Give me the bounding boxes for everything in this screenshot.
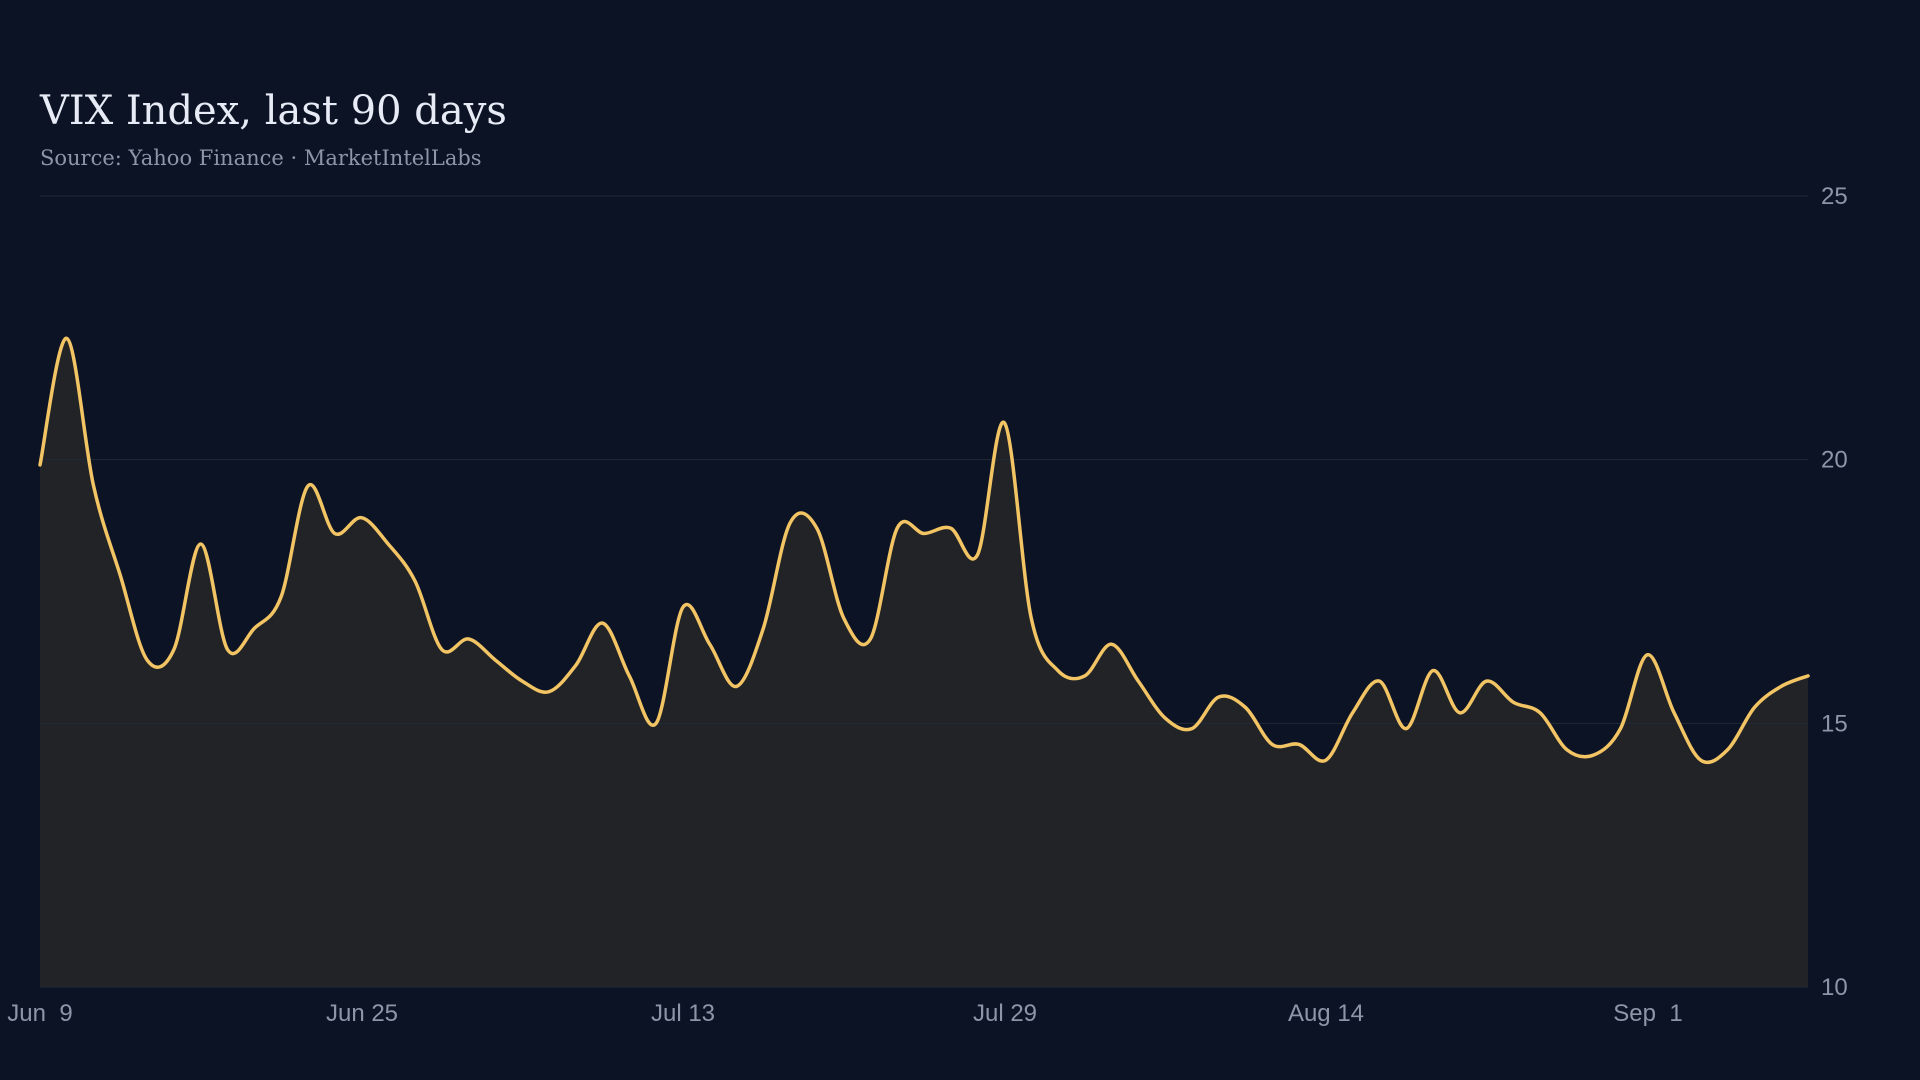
y-tick-label-10: 10 <box>1821 974 1848 1001</box>
x-tick-label-2: Jul 13 <box>651 1000 715 1027</box>
chart-subtitle: Source: Yahoo Finance · MarketIntelLabs <box>40 146 482 170</box>
x-tick-label-1: Jun 25 <box>326 1000 398 1027</box>
x-tick-label-5: Sep 1 <box>1613 1000 1682 1027</box>
chart-title: VIX Index, last 90 days <box>40 88 507 134</box>
x-tick-label-0: Jun 9 <box>7 1000 72 1027</box>
y-tick-label-25: 25 <box>1821 183 1848 210</box>
x-tick-label-4: Aug 14 <box>1288 1000 1364 1027</box>
y-tick-label-15: 15 <box>1821 710 1848 737</box>
series-area-fill <box>40 338 1808 987</box>
series-line <box>38 336 1810 765</box>
x-tick-label-3: Jul 29 <box>973 1000 1037 1027</box>
y-tick-label-20: 20 <box>1821 447 1848 474</box>
